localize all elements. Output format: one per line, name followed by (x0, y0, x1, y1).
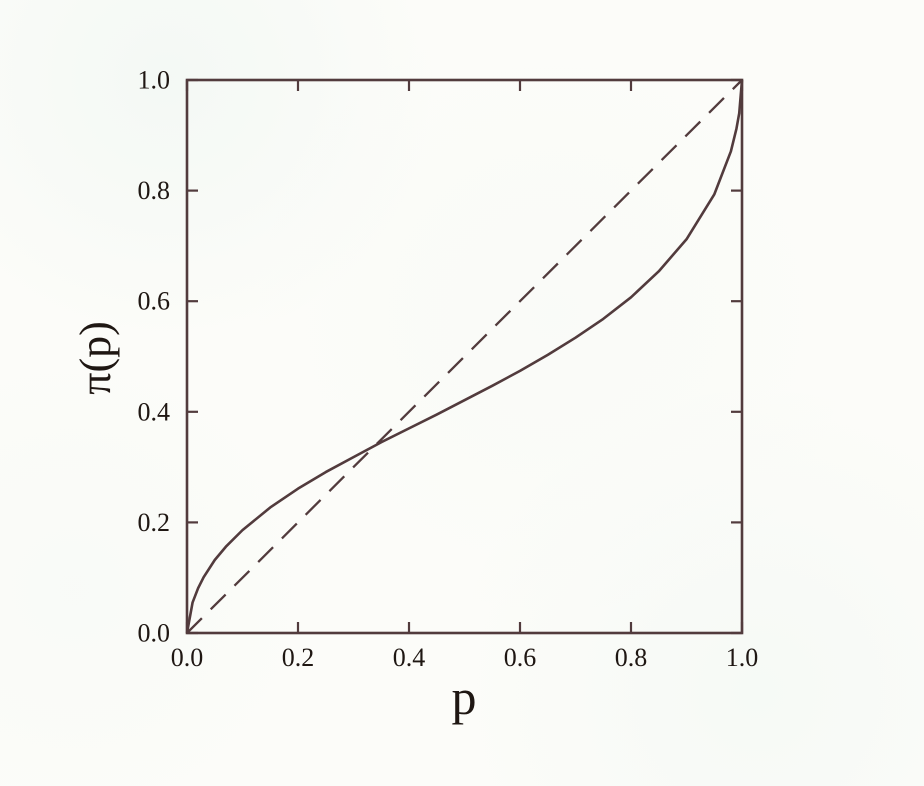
probability-weighting-curve (185, 79, 744, 634)
y-tick-label: 0.6 (138, 287, 171, 316)
x-tick-label: 0.6 (504, 643, 537, 672)
y-tick-label: 1.0 (138, 66, 171, 95)
plot-border (185, 78, 744, 635)
x-tick-label: 0.2 (282, 643, 315, 672)
y-tick-label: 0.2 (138, 508, 171, 537)
x-tick-label: 0.0 (171, 643, 204, 672)
identity-line (186, 79, 743, 634)
x-tick-label: 0.8 (615, 643, 648, 672)
y-tick-label: 0.8 (138, 176, 171, 205)
x-tick-label: 0.4 (393, 643, 426, 672)
x-axis-title: p (452, 669, 477, 725)
x-tick-label: 1.0 (726, 643, 759, 672)
y-tick-label: 0.0 (138, 619, 171, 648)
plot-area: 0.0 0.2 0.4 0.6 0.8 1.0 0.0 0.2 0.4 0.6 0.8 1.0 (138, 66, 759, 673)
y-axis-title: π(p) (71, 321, 120, 395)
y-tick-label: 0.4 (138, 397, 171, 426)
